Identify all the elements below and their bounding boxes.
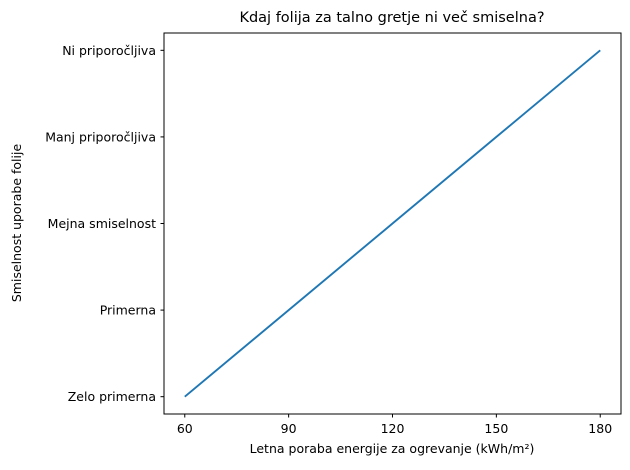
y-tick-label: Ni priporočljiva (62, 43, 156, 58)
y-tick-label: Zelo primerna (68, 389, 156, 404)
data-series (184, 49, 601, 398)
chart-title: Kdaj folija za talno gretje ni več smise… (239, 10, 544, 26)
x-tick-label: 60 (177, 421, 193, 436)
x-tick-labels: 60 90 120 150 180 (177, 421, 612, 436)
x-tick-label: 90 (281, 421, 297, 436)
x-axis-label: Letna poraba energije za ogrevanje (kWh/… (250, 441, 535, 456)
y-axis-label: Smiselnost uporabe folije (9, 144, 24, 303)
data-line (184, 49, 601, 398)
axis-ticks (160, 49, 601, 418)
y-tick-label: Primerna (100, 303, 156, 318)
x-tick-label: 180 (588, 421, 612, 436)
x-tick-label: 120 (381, 421, 405, 436)
y-tick-labels: Zelo primerna Primerna Mejna smiselnost Man… (45, 43, 156, 404)
y-tick-label: Mejna smiselnost (48, 216, 156, 231)
y-tick-label: Manj priporočljiva (45, 129, 156, 144)
x-tick-label: 150 (484, 421, 508, 436)
